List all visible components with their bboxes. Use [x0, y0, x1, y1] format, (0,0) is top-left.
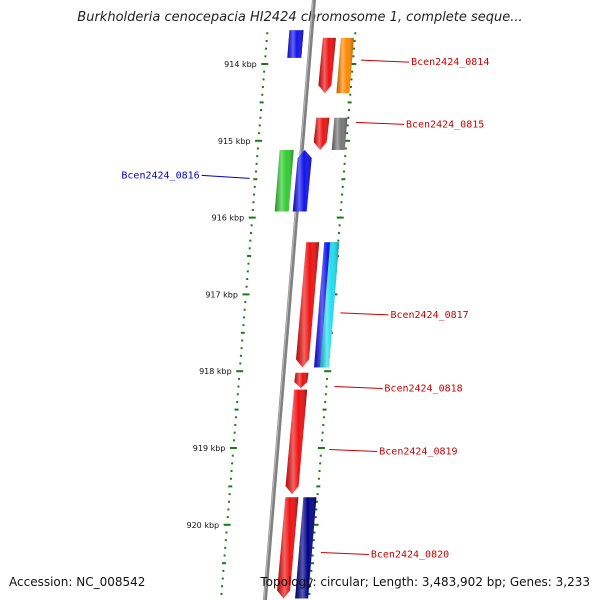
tick-label: 916 kbp — [212, 214, 245, 223]
gene-leader-line — [361, 59, 410, 63]
gene-leader-line — [329, 449, 378, 453]
gene-label[interactable]: Bcen2424_0816 — [121, 170, 199, 181]
gene-feature-shading — [277, 497, 299, 599]
gene-feature-shading — [292, 150, 312, 212]
gene-feature-shading — [318, 37, 336, 94]
genome-summary: Topology: circular; Length: 3,483,902 bp… — [260, 575, 590, 589]
gene-feature-shading — [294, 372, 309, 389]
accession-label: Accession: NC_008542 — [9, 575, 146, 589]
gene-labels[interactable]: Bcen2424_0814 Bcen2424_0815 Bcen2424_0816 B… — [121, 57, 489, 560]
backbone-line — [262, 0, 317, 600]
gene-feature-shading — [285, 389, 308, 495]
gene-feature-shading — [336, 37, 354, 94]
backbone-highlight — [263, 0, 314, 600]
tick-label: 920 kbp — [187, 521, 220, 530]
tick-label: 914 kbp — [224, 60, 257, 69]
gene-feature-shading — [295, 497, 317, 599]
gene-leader-line — [355, 121, 405, 125]
gene-leader-line — [340, 312, 389, 316]
gene-feature-shading — [320, 242, 340, 368]
gene-feature-shading — [313, 117, 330, 150]
tick-label: 915 kbp — [218, 137, 251, 146]
gene-label[interactable]: Bcen2424_0815 — [406, 119, 484, 130]
gene-label[interactable]: Bcen2424_0819 — [379, 447, 457, 458]
gene-feature-shading — [287, 30, 304, 58]
gene-label[interactable]: Bcen2424_0817 — [390, 310, 468, 321]
tick-label: 919 kbp — [193, 444, 226, 453]
gene-feature-shading — [274, 150, 294, 212]
gene-leader-line — [320, 551, 369, 555]
chromosome-backbone — [262, 0, 317, 600]
gene-label[interactable]: Bcen2424_0814 — [411, 57, 489, 68]
gene-features[interactable] — [274, 30, 354, 599]
tick-marks: 914 kbp 915 kbp 916 kbp 917 kbp 918 kbp 919 k… — [187, 32, 357, 595]
gene-label[interactable]: Bcen2424_0818 — [384, 384, 462, 395]
tick-label: 917 kbp — [205, 290, 238, 299]
gene-feature-shading — [296, 242, 320, 368]
gene-leader-line — [201, 174, 250, 179]
gene-label[interactable]: Bcen2424_0820 — [371, 549, 449, 560]
tick-label: 918 kbp — [199, 367, 232, 376]
map-title: Burkholderia cenocepacia HI2424 chromoso… — [77, 10, 523, 25]
gene-feature-shading — [331, 117, 348, 150]
gene-leader-line — [334, 386, 383, 390]
